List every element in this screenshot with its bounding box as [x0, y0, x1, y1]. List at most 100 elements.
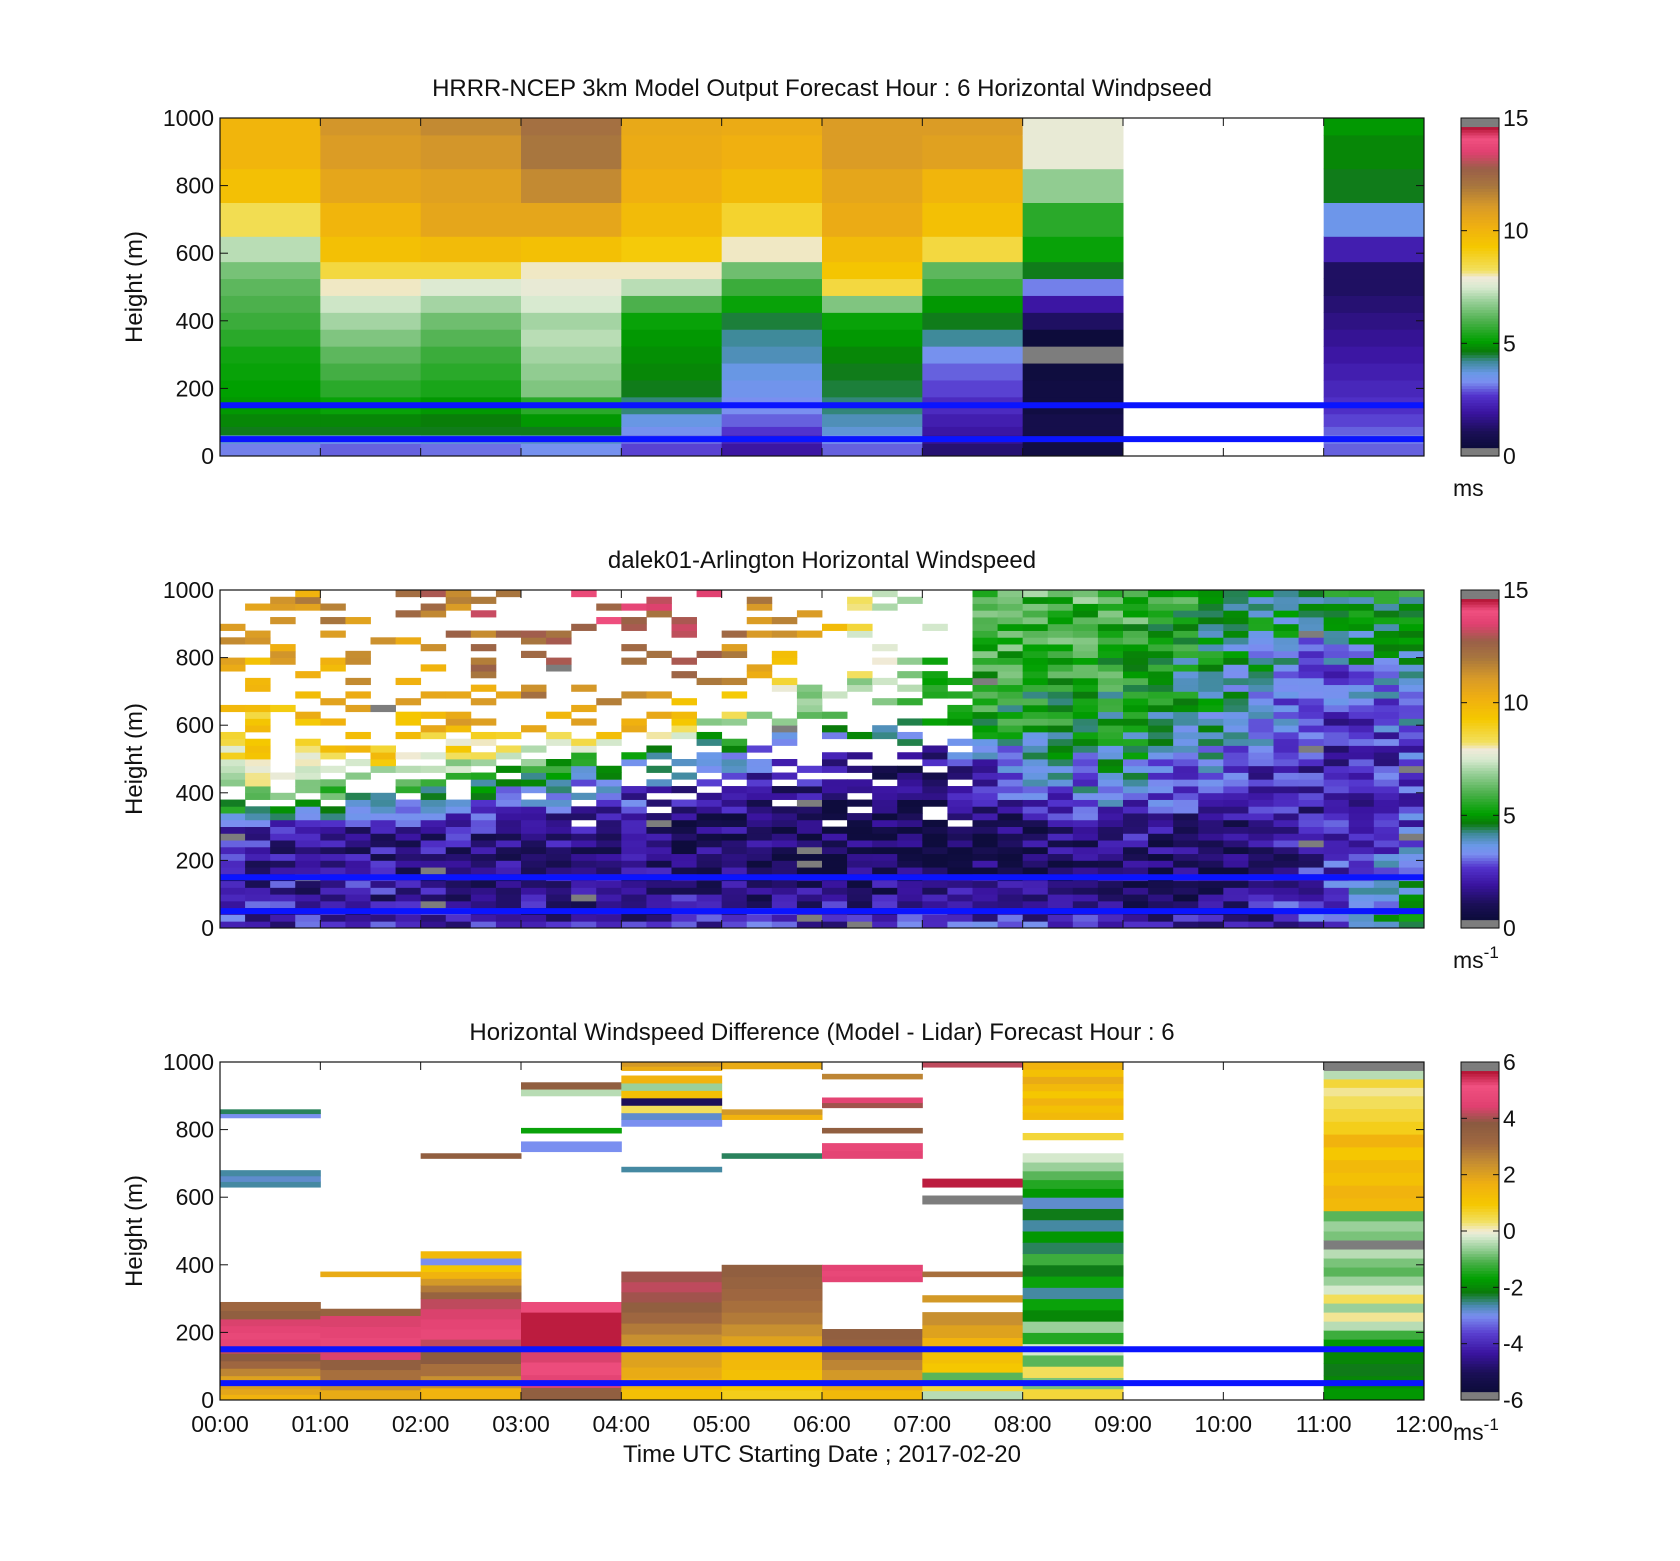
heatmap-cell: [822, 1264, 923, 1271]
heatmap-cell: [671, 853, 697, 861]
heatmap-cell: [1047, 704, 1074, 713]
heatmap-cell: [420, 752, 447, 760]
heatmap-cell: [1348, 745, 1375, 753]
heatmap-cell: [1148, 718, 1174, 726]
heatmap-cell: [621, 914, 647, 922]
heatmap-cell: [1047, 792, 1074, 800]
heatmap-cell: [1273, 887, 1299, 895]
heatmap-cell: [1148, 650, 1174, 658]
heatmap-cell: [721, 650, 748, 658]
heatmap-cell: [1072, 677, 1099, 686]
heatmap-cell: [1323, 677, 1350, 686]
colorbar-swatch: [1461, 365, 1499, 370]
colorbar-swatch: [1461, 750, 1499, 754]
heatmap-cell: [1198, 590, 1224, 598]
colorbar-swatch: [1461, 851, 1499, 856]
heatmap-cell: [671, 630, 697, 638]
colorbar-swatch: [1461, 160, 1499, 164]
heatmap-cell: [270, 900, 296, 909]
colorbar-swatch: [1461, 801, 1499, 805]
heatmap-cell: [420, 1351, 522, 1364]
heatmap-cell: [571, 867, 597, 875]
heatmap-cell: [1022, 894, 1049, 902]
heatmap-cell: [470, 860, 497, 868]
colorbar-swatch: [1461, 247, 1499, 251]
colorbar-swatch: [1461, 1284, 1499, 1288]
heatmap-cell: [922, 657, 948, 665]
heatmap-cell: [1373, 894, 1400, 902]
heatmap-cell: [1047, 921, 1074, 929]
colorbar-swatch: [1461, 620, 1499, 625]
heatmap-cell: [546, 880, 572, 888]
heatmap-cell: [872, 840, 898, 848]
colorbar-swatch: [1461, 408, 1499, 412]
heatmap-cell: [621, 921, 647, 929]
heatmap-cell: [1173, 657, 1199, 665]
colorbar-swatch: [1461, 312, 1499, 316]
heatmap-cell: [922, 759, 948, 767]
heatmap-cell: [972, 738, 998, 746]
colorbar-swatch: [1461, 287, 1499, 291]
heatmap-cell: [320, 860, 346, 868]
colorbar-swatch: [1461, 422, 1499, 426]
heatmap-cell: [1047, 610, 1074, 618]
heatmap-cell: [897, 833, 923, 841]
heatmap-cell: [1173, 610, 1199, 618]
heatmap-cell: [771, 833, 798, 841]
heatmap-cell: [1248, 725, 1274, 733]
heatmap-cell: [1072, 846, 1099, 855]
heatmap-cell: [1398, 833, 1425, 841]
heatmap-cell: [972, 745, 998, 753]
colorbar-swatch: [1461, 1197, 1499, 1201]
colorbar-swatch: [1461, 1397, 1499, 1401]
heatmap-cell: [596, 603, 622, 611]
heatmap-cell: [495, 867, 522, 875]
heatmap-cell: [872, 698, 898, 706]
heatmap-cell: [1273, 698, 1299, 706]
heatmap-cell: [1298, 779, 1325, 787]
colorbar-swatch: [1461, 1177, 1499, 1181]
colorbar-swatch: [1461, 402, 1499, 406]
heatmap-cell: [1198, 603, 1224, 611]
heatmap-cell: [922, 853, 948, 861]
heatmap-cell: [1022, 664, 1049, 672]
heatmap-cell: [1022, 779, 1049, 787]
heatmap-cell: [746, 853, 773, 861]
heatmap-cell: [270, 617, 296, 625]
heatmap-cell: [721, 786, 748, 794]
heatmap-cell: [1223, 725, 1249, 733]
heatmap-cell: [1348, 833, 1375, 841]
colorbar-swatch: [1461, 606, 1499, 611]
heatmap-cell: [621, 860, 647, 868]
heatmap-cell: [320, 745, 346, 753]
heatmap-cell: [1097, 853, 1124, 861]
heatmap-cell: [922, 1312, 1024, 1326]
heatmap-cell: [671, 813, 697, 821]
heatmap-cell: [1173, 833, 1199, 841]
heatmap-cell: [721, 860, 748, 868]
heatmap-cell: [420, 880, 447, 888]
colorbar-swatch: [1461, 118, 1499, 122]
heatmap-cell: [1022, 759, 1049, 767]
heatmap-cell: [822, 1102, 923, 1109]
heatmap-cell: [947, 840, 973, 848]
colorbar-swatch: [1461, 137, 1499, 142]
heatmap-cell: [822, 1150, 923, 1159]
colorbar-swatch: [1461, 309, 1499, 313]
heatmap-cell: [1123, 704, 1149, 713]
heatmap-cell: [796, 711, 823, 719]
heatmap-cell: [822, 1389, 923, 1401]
colorbar-swatch: [1461, 699, 1499, 704]
colorbar-swatch: [1461, 399, 1499, 404]
heatmap-cell: [1323, 346, 1425, 364]
heatmap-cell: [796, 880, 823, 888]
heatmap-cell: [1248, 630, 1274, 638]
heatmap-cell: [1072, 894, 1099, 902]
heatmap-cell: [220, 664, 246, 672]
colorbar-swatch: [1461, 1205, 1499, 1210]
heatmap-cell: [1022, 610, 1049, 618]
heatmap-cell: [1022, 1062, 1124, 1070]
heatmap-cell: [370, 765, 396, 773]
heatmap-cell: [1373, 590, 1400, 598]
heatmap-cell: [270, 603, 296, 611]
